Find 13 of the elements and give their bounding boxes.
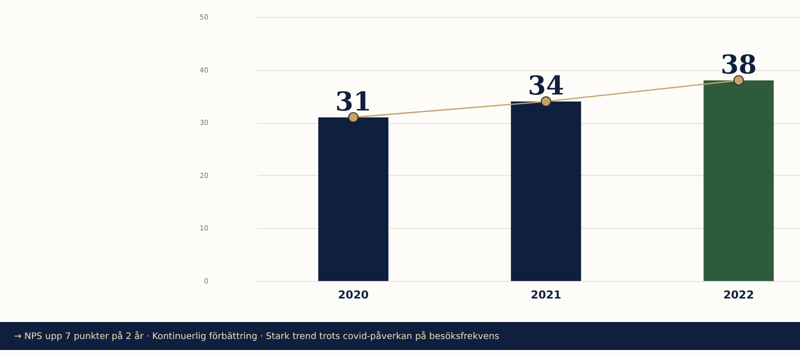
data-label: 38 xyxy=(720,50,757,80)
point xyxy=(540,96,552,107)
data-label: 34 xyxy=(528,71,564,102)
x-tick-label: 2021 xyxy=(530,288,562,302)
text: → NPS upp 7 punkter på 2 år · Kontinuerlig förbättring · Stark trend trots covid-påverkan på besöksfrekvens xyxy=(14,331,500,342)
point xyxy=(733,75,744,86)
x-tick-label: 2020 xyxy=(338,288,369,302)
data-label: 31 xyxy=(335,87,372,118)
bar xyxy=(318,117,388,281)
bar xyxy=(704,80,774,281)
bar xyxy=(510,101,582,281)
x-tick-label: 2022 xyxy=(723,288,754,302)
point xyxy=(348,112,359,123)
